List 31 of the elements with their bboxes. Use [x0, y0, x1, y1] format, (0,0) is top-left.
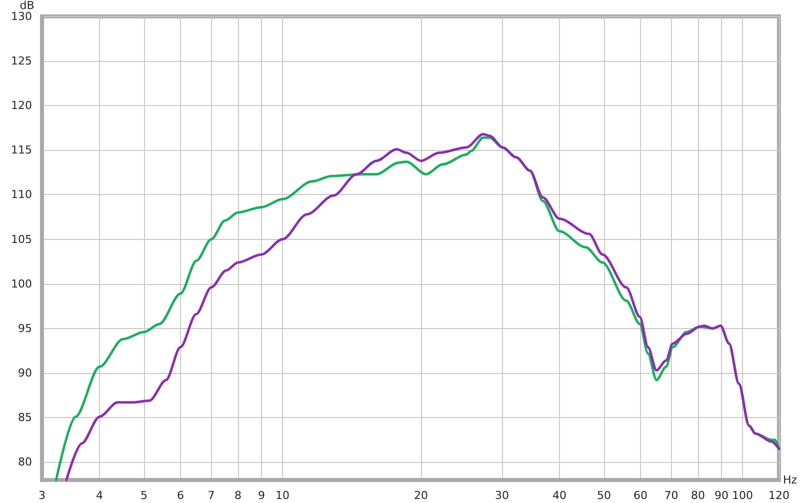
x-tick-label: 50	[597, 489, 612, 502]
x-tick-label: 70	[664, 489, 678, 502]
x-tick-label: 7	[208, 489, 215, 502]
y-tick-label: 110	[11, 188, 32, 202]
x-tick-label: 90	[714, 489, 728, 502]
x-tick-label: 60	[633, 489, 648, 502]
x-tick-label: 5	[140, 489, 148, 502]
x-axis-title: Hz	[782, 474, 798, 486]
y-tick-label: 130	[11, 10, 32, 23]
y-tick-label: 80	[18, 456, 32, 469]
y-tick-label: 95	[18, 322, 32, 335]
y-tick-label: 90	[18, 366, 32, 380]
y-tick-label: 105	[11, 232, 32, 246]
y-tick-label: 120	[11, 99, 32, 112]
x-tick-label: 4	[96, 489, 103, 502]
y-tick-label: 115	[11, 144, 32, 157]
x-tick-label: 10	[276, 489, 290, 502]
x-tick-label: 3	[38, 489, 46, 502]
x-tick-label: 80	[690, 489, 705, 502]
y-tick-label: 125	[11, 54, 32, 68]
x-tick-label: 40	[552, 489, 566, 502]
x-tick-label: 30	[495, 489, 510, 502]
x-tick-label: 8	[234, 489, 242, 502]
x-tick-label: 120	[768, 489, 790, 502]
x-tick-label: 100	[732, 489, 754, 502]
x-tick-label: 9	[258, 489, 265, 502]
y-tick-label: 100	[11, 277, 32, 290]
x-tick-label: 20	[414, 489, 428, 502]
y-tick-label: 85	[18, 411, 32, 424]
y-axis-title: dB	[20, 0, 34, 12]
x-tick-label: 6	[176, 489, 184, 502]
